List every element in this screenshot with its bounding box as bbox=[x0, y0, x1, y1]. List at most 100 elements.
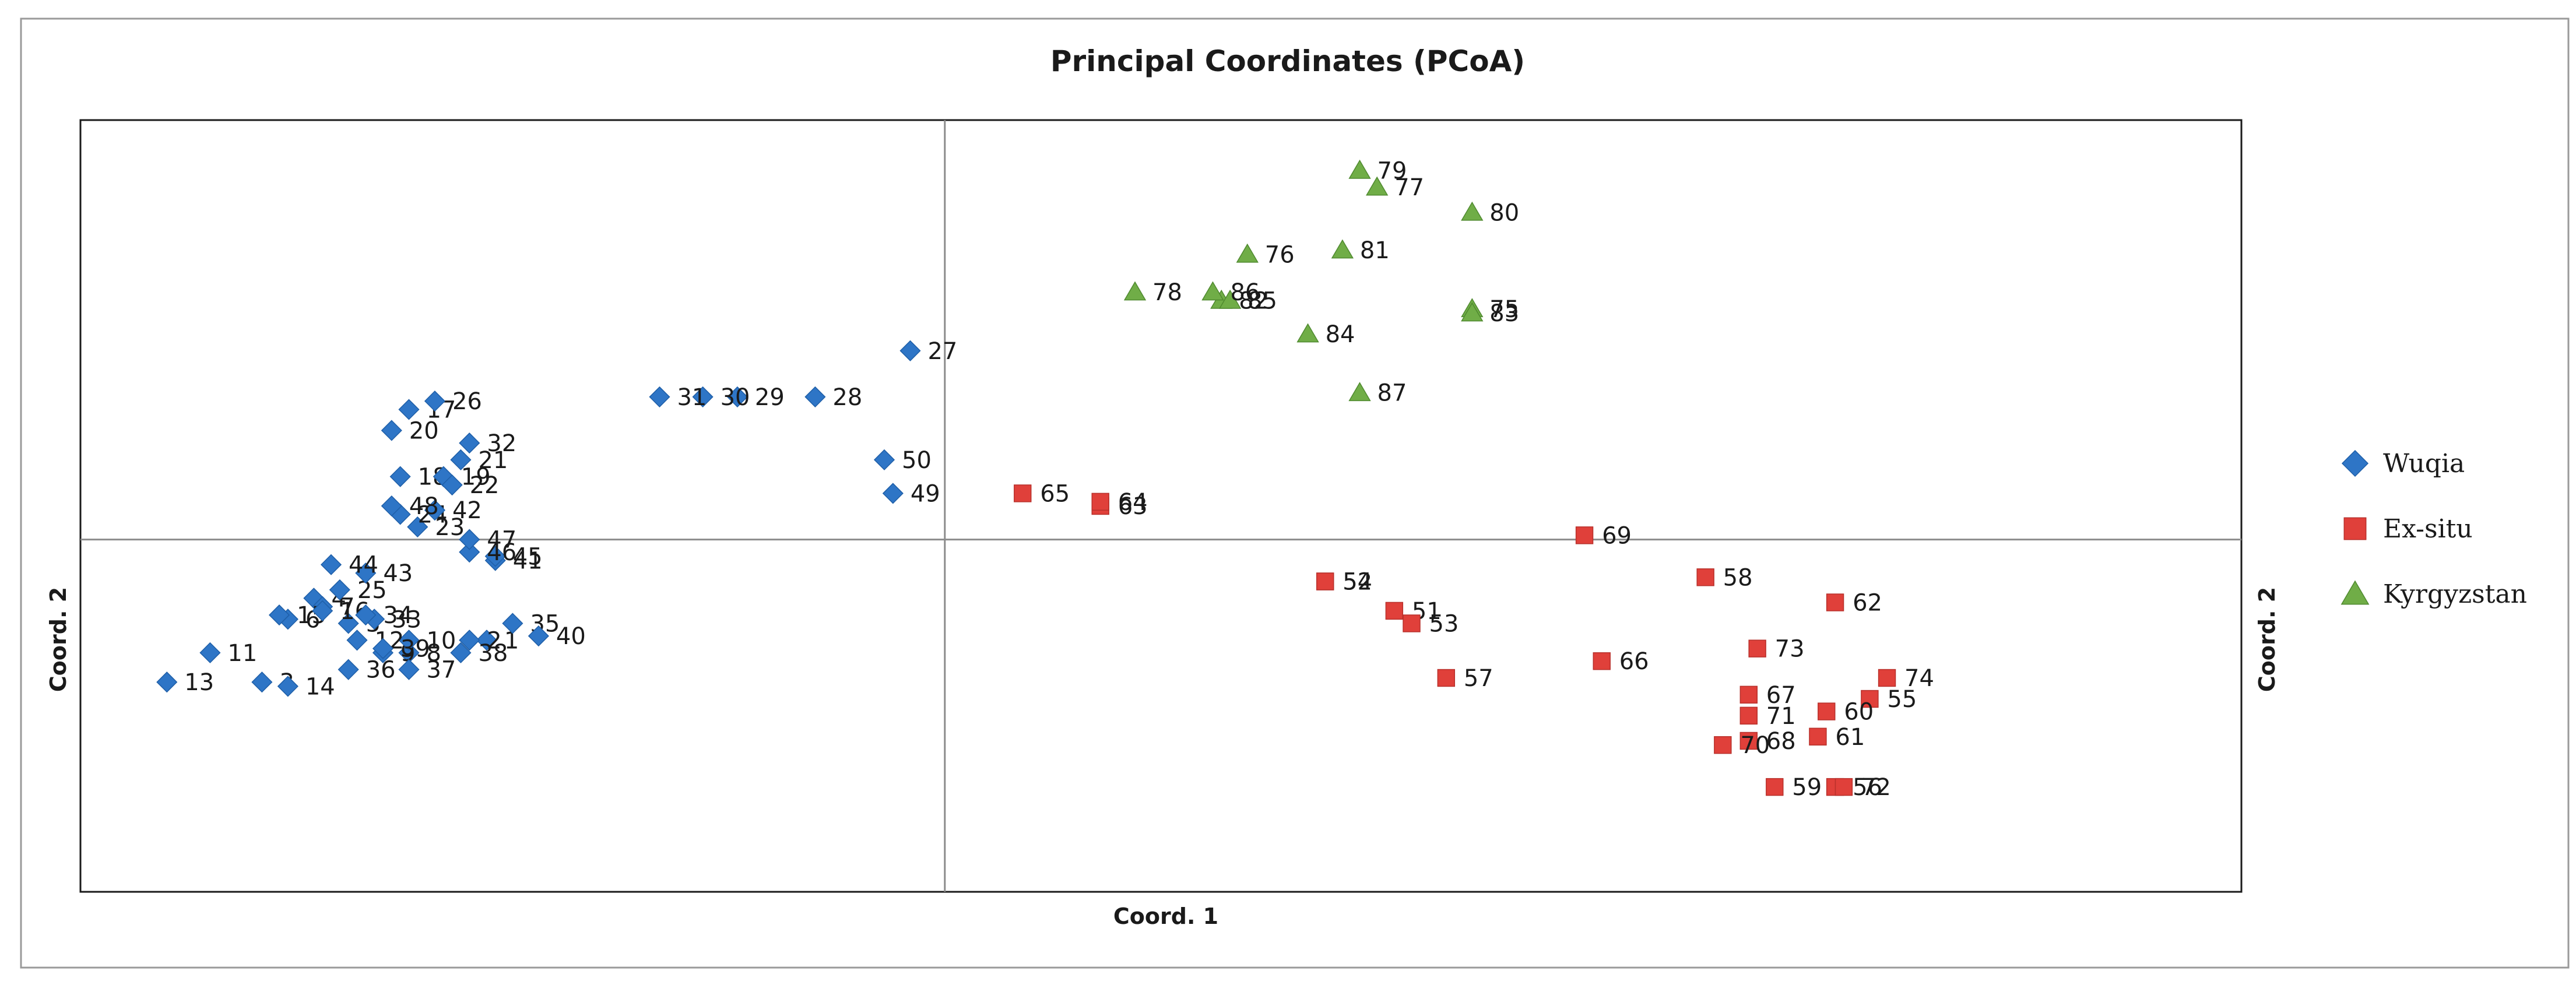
data-point-36 bbox=[338, 659, 359, 680]
plot-border bbox=[79, 119, 2243, 893]
data-point-61 bbox=[1809, 727, 1827, 746]
legend-item-kyrgyzstan: Kyrgyzstan bbox=[2340, 579, 2527, 609]
data-point-16 bbox=[312, 600, 333, 621]
data-label-69: 69 bbox=[1602, 522, 1632, 549]
x-axis-label: Coord. 1 bbox=[1113, 903, 1218, 929]
data-label-64: 64 bbox=[1118, 489, 1148, 516]
y-axis-label-right: Coord. 2 bbox=[2254, 587, 2280, 692]
data-label-52: 52 bbox=[1343, 569, 1372, 596]
data-label-28: 28 bbox=[832, 384, 862, 411]
data-point-54 bbox=[1316, 572, 1334, 590]
data-label-38: 38 bbox=[478, 640, 508, 667]
y-axis-label-left: Coord. 2 bbox=[45, 587, 71, 692]
data-label-32: 32 bbox=[487, 430, 516, 457]
data-point-66 bbox=[1593, 652, 1611, 670]
data-point-55 bbox=[1861, 690, 1879, 708]
data-label-33: 33 bbox=[392, 606, 421, 633]
data-label-27: 27 bbox=[927, 338, 957, 365]
data-label-37: 37 bbox=[426, 657, 456, 684]
data-label-25: 25 bbox=[357, 577, 387, 604]
data-label-13: 13 bbox=[184, 669, 214, 696]
data-point-18 bbox=[389, 466, 411, 487]
data-label-2: 2 bbox=[487, 627, 501, 654]
data-label-82: 82 bbox=[1239, 287, 1268, 314]
data-label-57: 57 bbox=[1464, 665, 1493, 692]
data-label-49: 49 bbox=[911, 480, 940, 507]
data-point-77 bbox=[1366, 176, 1389, 196]
data-label-78: 78 bbox=[1152, 279, 1182, 306]
data-point-44 bbox=[320, 554, 342, 575]
data-point-76 bbox=[1236, 243, 1259, 263]
data-label-68: 68 bbox=[1766, 728, 1796, 755]
data-point-53 bbox=[1403, 614, 1421, 632]
data-label-66: 66 bbox=[1619, 648, 1649, 675]
data-label-74: 74 bbox=[1904, 665, 1934, 692]
data-point-5 bbox=[338, 613, 359, 634]
data-point-80 bbox=[1461, 201, 1484, 221]
data-point-10 bbox=[398, 630, 420, 651]
data-label-43: 43 bbox=[383, 560, 413, 587]
data-point-86 bbox=[1201, 281, 1224, 301]
data-label-42: 42 bbox=[452, 497, 482, 524]
data-label-20: 20 bbox=[409, 417, 439, 444]
data-label-71: 71 bbox=[1766, 703, 1796, 730]
data-label-8: 8 bbox=[426, 640, 441, 667]
data-point-23 bbox=[407, 516, 428, 538]
data-label-72: 72 bbox=[1861, 774, 1891, 801]
outer-frame bbox=[20, 17, 2570, 969]
data-point-74 bbox=[1878, 669, 1896, 687]
data-label-87: 87 bbox=[1377, 380, 1407, 407]
data-label-11: 11 bbox=[227, 640, 257, 667]
data-point-81 bbox=[1331, 239, 1354, 259]
data-point-84 bbox=[1296, 323, 1319, 343]
data-point-71 bbox=[1739, 706, 1758, 725]
data-point-79 bbox=[1348, 159, 1371, 179]
data-label-59: 59 bbox=[1792, 774, 1822, 801]
data-point-46 bbox=[459, 542, 480, 563]
data-point-87 bbox=[1348, 382, 1371, 402]
data-point-25 bbox=[329, 579, 350, 600]
data-label-83: 83 bbox=[1489, 300, 1519, 327]
data-label-67: 67 bbox=[1766, 682, 1796, 709]
data-point-21 bbox=[450, 449, 472, 470]
chart-title: Principal Coordinates (PCoA) bbox=[1050, 44, 1525, 78]
data-point-78 bbox=[1123, 281, 1147, 301]
data-label-44: 44 bbox=[349, 552, 378, 579]
data-label-56: 56 bbox=[1853, 774, 1882, 801]
data-label-41: 41 bbox=[513, 548, 543, 575]
legend-marker-ex-situ bbox=[2343, 517, 2367, 540]
data-point-34 bbox=[355, 604, 377, 626]
data-point-32 bbox=[459, 433, 480, 454]
data-label-61: 61 bbox=[1835, 724, 1865, 751]
data-label-34: 34 bbox=[383, 602, 413, 629]
data-point-31 bbox=[649, 386, 670, 407]
data-label-50: 50 bbox=[902, 447, 932, 474]
data-label-21: 21 bbox=[478, 447, 508, 474]
data-label-80: 80 bbox=[1489, 199, 1519, 226]
data-label-14: 14 bbox=[305, 673, 335, 700]
data-label-22: 22 bbox=[470, 472, 500, 499]
legend: Wuqia Ex-situ Kyrgyzstan bbox=[2340, 449, 2527, 609]
data-point-64 bbox=[1091, 493, 1109, 511]
data-label-7: 7 bbox=[340, 594, 354, 621]
data-point-50 bbox=[873, 449, 895, 470]
data-label-81: 81 bbox=[1360, 237, 1390, 264]
legend-marker-wuqia bbox=[2341, 449, 2369, 477]
data-point-35 bbox=[502, 613, 523, 634]
data-point-59 bbox=[1766, 778, 1784, 796]
data-point-62 bbox=[1826, 593, 1844, 611]
data-point-37 bbox=[398, 659, 420, 680]
data-point-2 bbox=[459, 630, 480, 651]
data-point-47 bbox=[459, 529, 480, 550]
data-label-10: 10 bbox=[426, 627, 456, 654]
data-label-36: 36 bbox=[366, 657, 396, 684]
data-label-79: 79 bbox=[1377, 157, 1407, 184]
data-label-84: 84 bbox=[1326, 321, 1355, 348]
data-label-70: 70 bbox=[1740, 732, 1770, 759]
data-point-45 bbox=[484, 546, 506, 567]
data-label-40: 40 bbox=[556, 623, 586, 650]
data-label-23: 23 bbox=[435, 514, 465, 541]
